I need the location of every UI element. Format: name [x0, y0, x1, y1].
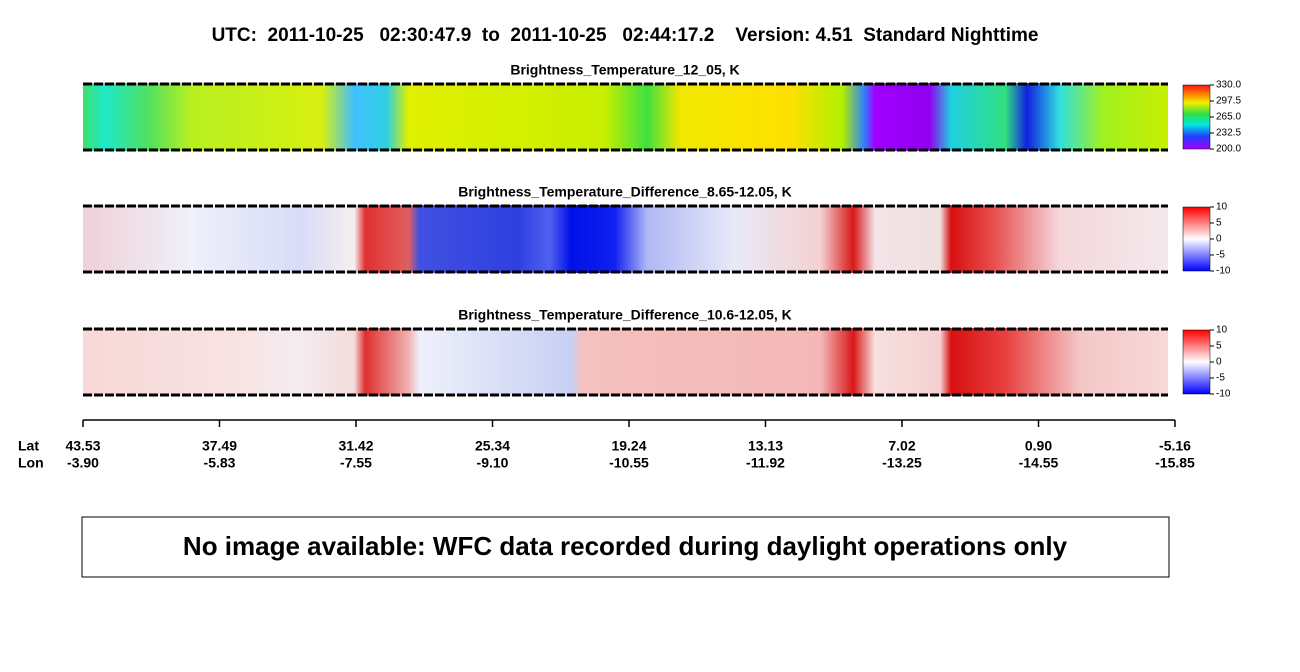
- colorbar-tick-label: -5: [1216, 373, 1225, 384]
- lat-tick-label: 13.13: [748, 438, 783, 454]
- colorbar-tick-label: 297.5: [1216, 96, 1241, 107]
- panel-title: Brightness_Temperature_12_05, K: [510, 62, 739, 78]
- image-strip: [83, 83, 1168, 151]
- lat-tick-label: 19.24: [611, 438, 646, 454]
- panel: Brightness_Temperature_12_05, K 330.0 297.…: [83, 62, 1241, 155]
- along-track-axis: Lat Lon 43.53-3.90 37.49-5.83 31.42-7.55 25…: [18, 419, 1195, 471]
- panel: Brightness_Temperature_Difference_10.6-1…: [83, 307, 1231, 400]
- colorbar-tick-label: 0: [1216, 357, 1222, 368]
- colorbar-tick-label: -10: [1216, 389, 1231, 400]
- colorbar: [1182, 84, 1211, 150]
- lat-label: Lat: [18, 438, 39, 454]
- colorbar-tick-label: 0: [1216, 234, 1222, 245]
- panel-title: Brightness_Temperature_Difference_8.65-1…: [458, 184, 792, 200]
- lon-tick-label: -13.25: [882, 455, 922, 471]
- panels: Brightness_Temperature_12_05, K 330.0 297.…: [83, 62, 1241, 400]
- colorbar-tick-label: -5: [1216, 250, 1225, 261]
- lon-tick-label: -5.83: [204, 455, 236, 471]
- colorbar-tick-label: 10: [1216, 202, 1228, 213]
- colorbar-tick-label: -10: [1216, 266, 1231, 277]
- lon-tick-label: -11.92: [746, 455, 785, 471]
- colorbar-tick-label: 232.5: [1216, 128, 1241, 139]
- figure-title: UTC: 2011-10-25 02:30:47.9 to 2011-10-25…: [212, 25, 1039, 46]
- notice-box: [81, 516, 1170, 578]
- colorbar-tick-label: 330.0: [1216, 80, 1241, 91]
- image-strip: [83, 328, 1168, 396]
- colorbar: [1182, 206, 1211, 272]
- lat-tick-label: -5.16: [1159, 438, 1191, 454]
- lat-tick-label: 43.53: [65, 438, 100, 454]
- colorbar-tick-label: 5: [1216, 218, 1222, 229]
- notice-text: No image available: WFC data recorded du…: [183, 531, 1068, 561]
- panel-title: Brightness_Temperature_Difference_10.6-1…: [458, 307, 792, 323]
- lon-tick-label: -15.85: [1155, 455, 1195, 471]
- lon-tick-label: -10.55: [609, 455, 649, 471]
- image-strip: [83, 205, 1168, 273]
- lon-tick-label: -9.10: [477, 455, 509, 471]
- lon-label: Lon: [18, 455, 44, 471]
- panel: Brightness_Temperature_Difference_8.65-1…: [83, 184, 1231, 277]
- lat-tick-label: 7.02: [888, 438, 915, 454]
- lat-tick-label: 37.49: [202, 438, 237, 454]
- lon-tick-label: -7.55: [340, 455, 372, 471]
- lon-tick-label: -3.90: [67, 455, 99, 471]
- lat-tick-label: 25.34: [475, 438, 510, 454]
- lon-tick-label: -14.55: [1019, 455, 1059, 471]
- colorbar-tick-label: 5: [1216, 341, 1222, 352]
- colorbar-tick-label: 10: [1216, 325, 1228, 336]
- colorbar-tick-label: 265.0: [1216, 112, 1241, 123]
- colorbar-tick-label: 200.0: [1216, 144, 1241, 155]
- lat-tick-label: 0.90: [1025, 438, 1052, 454]
- colorbar: [1182, 329, 1211, 395]
- lat-tick-label: 31.42: [338, 438, 373, 454]
